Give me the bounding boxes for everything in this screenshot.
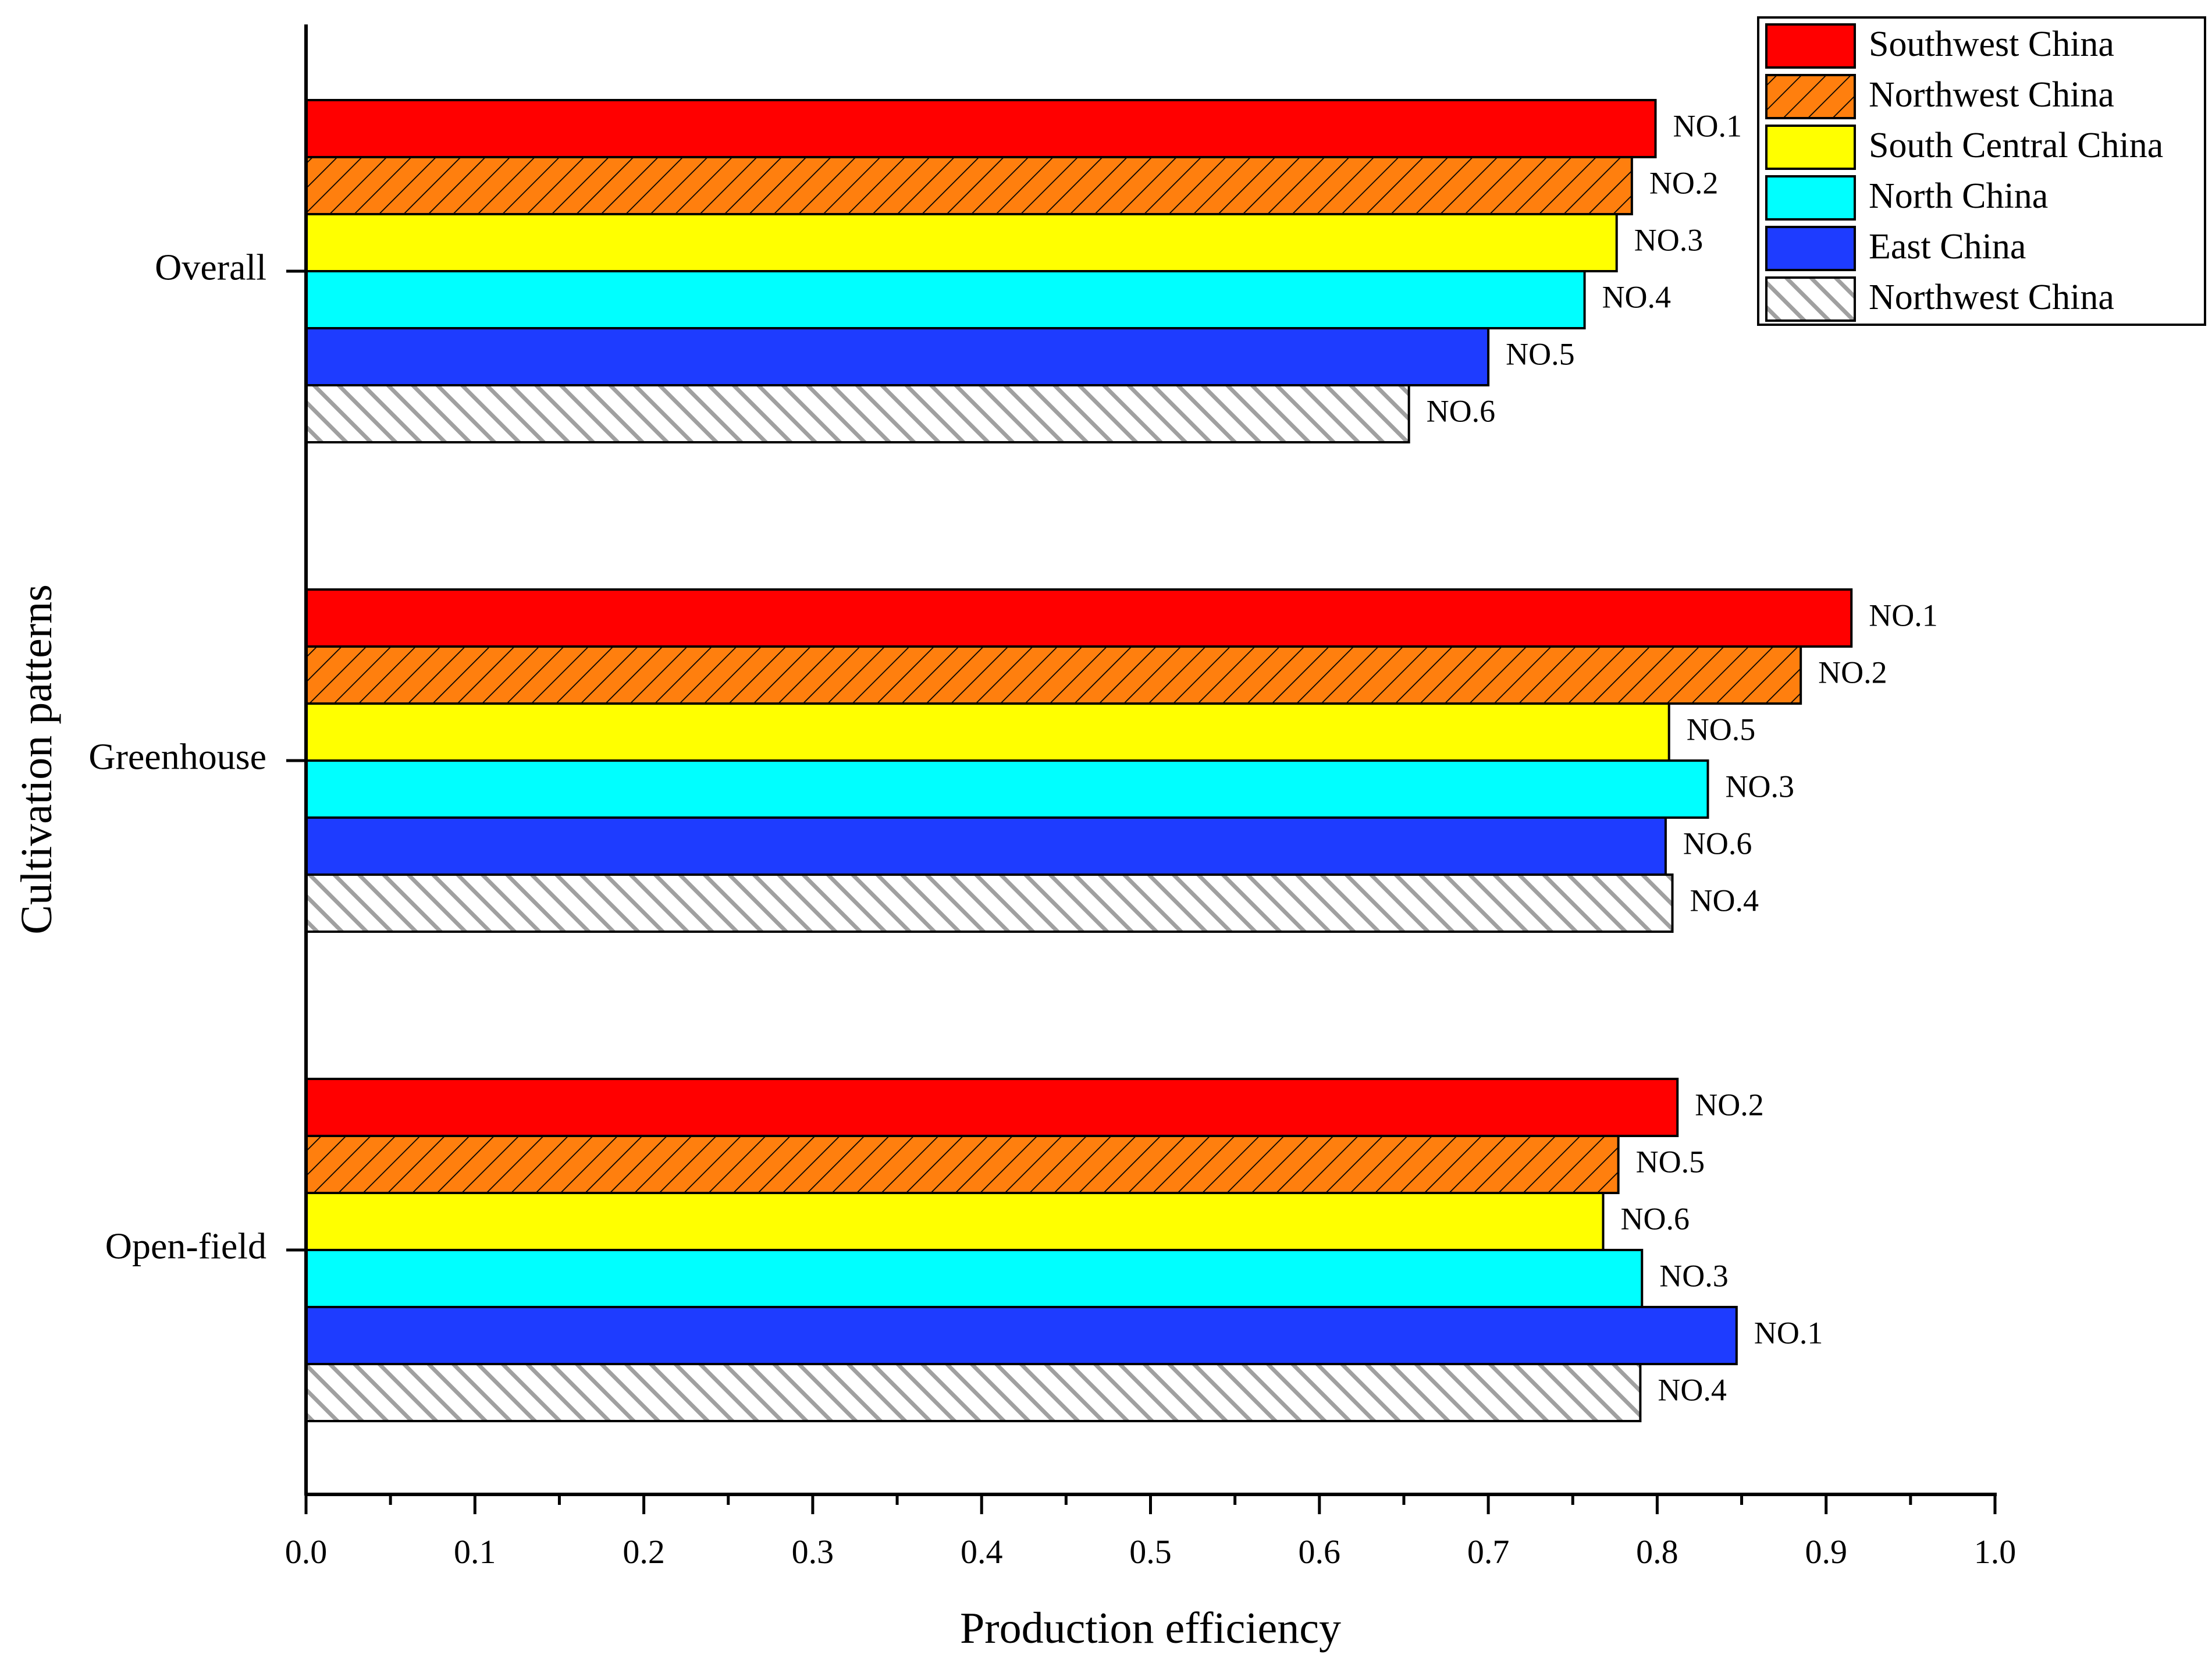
bar-open-field-series-5 xyxy=(305,1306,1738,1365)
legend-label-5: East China xyxy=(1869,227,2026,267)
bar-label: NO.2 xyxy=(1649,165,1719,200)
axes-layer: 0.0 0.1 0.2 0.3 0.4 0.5 0.6 0.7 0.8 0.9 1.0 Overall… xyxy=(12,24,2016,1653)
bar-label: NO.5 xyxy=(1636,1144,1705,1179)
y-tick-label-overall: Overall xyxy=(155,247,266,288)
bar-label: NO.2 xyxy=(1695,1087,1764,1122)
y-tick-label-open-field: Open-field xyxy=(105,1226,266,1267)
x-tick-label: 0.7 xyxy=(1467,1533,1510,1571)
bar-greenhouse-series-6 xyxy=(305,873,1674,933)
bar-overall-series-4 xyxy=(305,270,1586,329)
bar-open-field-series-2 xyxy=(305,1135,1620,1194)
bar-label: NO.4 xyxy=(1602,279,1672,314)
bar-label: NO.2 xyxy=(1818,655,1887,690)
x-tick-label: 0.0 xyxy=(285,1533,328,1571)
bar-label: NO.3 xyxy=(1659,1258,1729,1293)
legend-swatch-3 xyxy=(1765,125,1856,170)
bar-label: NO.1 xyxy=(1673,108,1742,143)
bar-label: NO.3 xyxy=(1634,222,1704,257)
y-tick-label-greenhouse: Greenhouse xyxy=(88,736,266,777)
bar-label: NO.1 xyxy=(1754,1315,1823,1350)
x-tick-label: 0.5 xyxy=(1129,1533,1172,1571)
bar-overall-series-1 xyxy=(305,99,1657,158)
y-axis-title: Cultivation patterns xyxy=(12,584,61,935)
bar-label: NO.6 xyxy=(1621,1201,1690,1236)
legend-swatch-4 xyxy=(1765,175,1856,221)
bar-label: NO.3 xyxy=(1725,769,1794,804)
bar-greenhouse-series-2 xyxy=(305,645,1802,705)
x-tick-label: 0.1 xyxy=(454,1533,496,1571)
x-tick-label: 1.0 xyxy=(1974,1533,2017,1571)
bar-greenhouse-series-3 xyxy=(305,702,1670,762)
x-tick-label: 0.6 xyxy=(1299,1533,1341,1571)
bar-label: NO.5 xyxy=(1506,336,1575,371)
x-tick-label: 0.3 xyxy=(792,1533,834,1571)
legend-label-1: Southwest China xyxy=(1869,24,2114,64)
legend-swatch-2 xyxy=(1765,74,1856,119)
legend-label-3: South Central China xyxy=(1869,126,2163,165)
x-axis-title: Production efficiency xyxy=(960,1604,1341,1653)
legend-label-6: Northwest China xyxy=(1869,278,2114,317)
bar-overall-series-5 xyxy=(305,327,1490,386)
legend-swatch-1 xyxy=(1765,23,1856,69)
bar-overall-series-3 xyxy=(305,213,1618,272)
bar-label: NO.5 xyxy=(1687,712,1756,747)
bar-greenhouse-series-5 xyxy=(305,816,1667,876)
bar-label: NO.6 xyxy=(1683,826,1752,861)
bar-overall-series-2 xyxy=(305,156,1633,215)
bar-label: NO.4 xyxy=(1690,883,1759,918)
bars-layer: NO.1 NO.2 NO.3 NO.4 NO.5 NO.6 NO.1 NO.2 NO.5 NO.3… xyxy=(305,99,1938,1422)
x-tick-label: 0.8 xyxy=(1636,1533,1678,1571)
x-tick-label: 0.9 xyxy=(1805,1533,1847,1571)
bar-label: NO.1 xyxy=(1869,598,1938,633)
legend-label-4: North China xyxy=(1869,176,2048,216)
legend-label-2: Northwest China xyxy=(1869,75,2114,115)
bar-overall-series-6 xyxy=(305,384,1410,443)
bar-greenhouse-series-1 xyxy=(305,588,1853,648)
bar-greenhouse-series-4 xyxy=(305,759,1709,819)
x-tick-label: 0.4 xyxy=(961,1533,1003,1571)
bar-open-field-series-6 xyxy=(305,1363,1642,1422)
bar-open-field-series-1 xyxy=(305,1078,1679,1137)
bar-open-field-series-4 xyxy=(305,1249,1644,1308)
legend: Southwest China Northwest China South Cent… xyxy=(1757,16,2206,326)
legend-swatch-5 xyxy=(1765,226,1856,271)
bar-open-field-series-3 xyxy=(305,1192,1605,1251)
bar-label: NO.4 xyxy=(1658,1372,1727,1407)
x-tick-label: 0.2 xyxy=(623,1533,665,1571)
legend-swatch-6 xyxy=(1765,276,1856,322)
bar-label: NO.6 xyxy=(1427,393,1496,428)
